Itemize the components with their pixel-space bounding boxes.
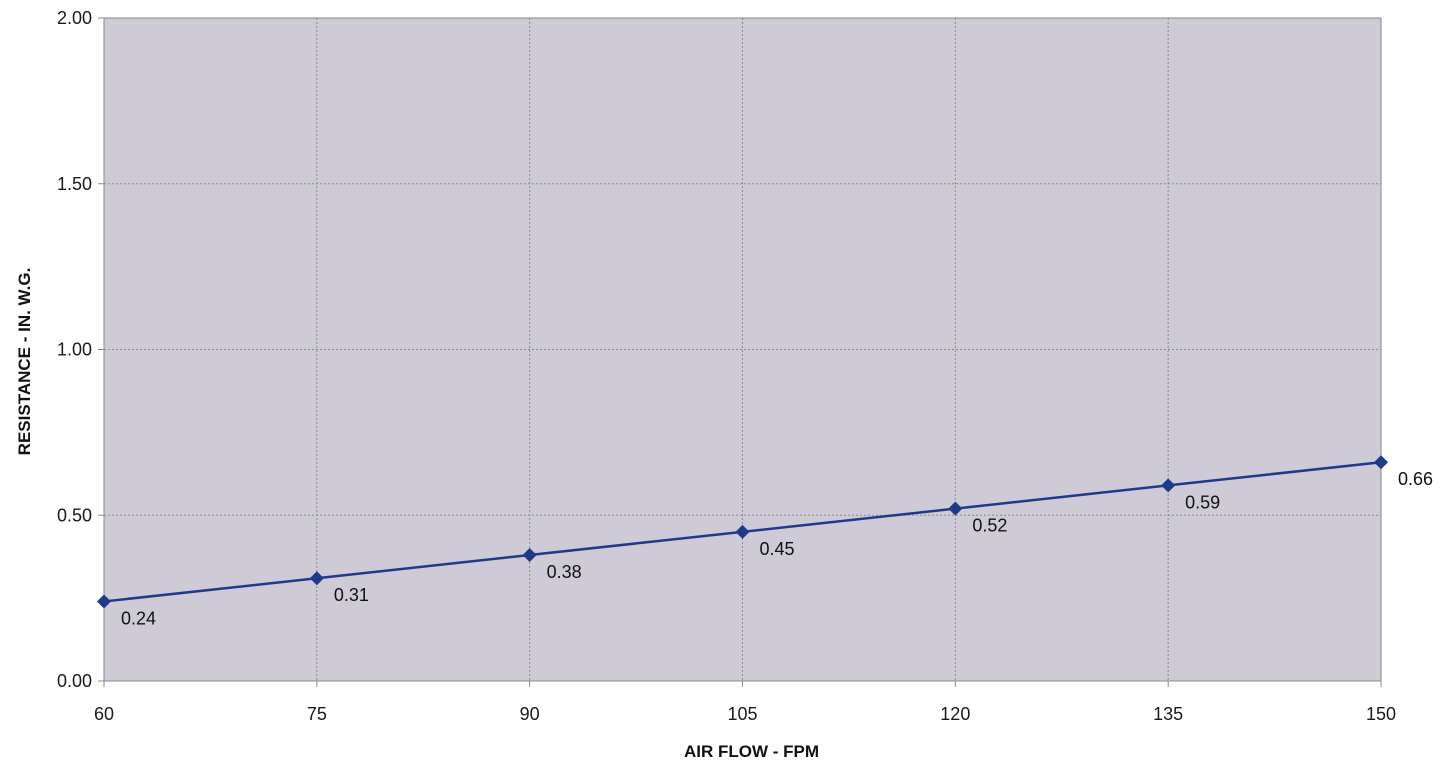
data-label: 0.45 <box>760 539 795 559</box>
data-label: 0.66 <box>1398 469 1433 489</box>
x-tick-label: 105 <box>727 704 757 724</box>
x-tick-label: 135 <box>1153 704 1183 724</box>
x-tick-label: 90 <box>520 704 540 724</box>
data-point-marker <box>948 501 963 516</box>
x-tick-label: 120 <box>940 704 970 724</box>
y-tick-label: 1.50 <box>57 174 92 194</box>
data-point-marker <box>1374 455 1388 470</box>
x-tick-label: 60 <box>94 704 114 724</box>
data-label: 0.31 <box>334 585 369 605</box>
data-point-marker <box>97 594 111 609</box>
y-tick-label: 0.50 <box>57 505 92 525</box>
x-tick-label: 150 <box>1366 704 1396 724</box>
data-label: 0.24 <box>121 608 156 628</box>
data-point-marker <box>522 548 537 563</box>
data-label: 0.52 <box>972 516 1007 536</box>
data-point-marker <box>1161 478 1176 493</box>
data-point-marker <box>735 524 750 539</box>
data-point-marker <box>309 571 324 586</box>
y-tick-label: 0.00 <box>57 671 92 691</box>
data-label: 0.38 <box>547 562 582 582</box>
y-axis-title: RESISTANCE - IN. W.G. <box>15 268 34 456</box>
data-label: 0.59 <box>1185 492 1220 512</box>
x-axis-title: AIR FLOW - FPM <box>684 742 819 761</box>
plot-frame <box>103 17 1382 682</box>
y-tick-label: 2.00 <box>57 8 92 28</box>
x-tick-label: 75 <box>307 704 327 724</box>
y-tick-label: 1.00 <box>57 340 92 360</box>
